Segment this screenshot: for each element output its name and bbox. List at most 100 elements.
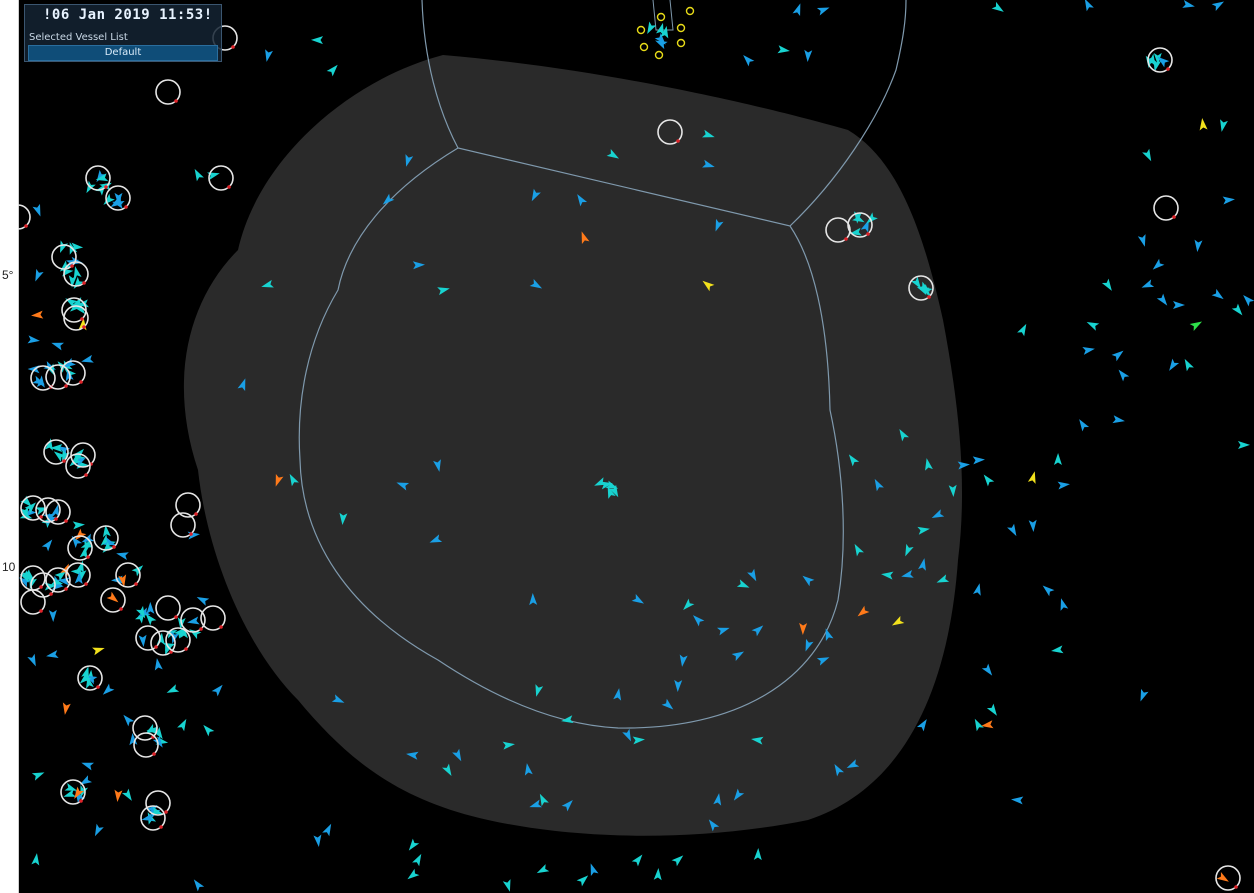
vessel-arrow-icon[interactable] (613, 687, 623, 701)
vessel-arrow-icon[interactable] (103, 537, 117, 549)
vessel-arrow-icon[interactable] (712, 218, 724, 233)
tracked-ring-icon[interactable] (67, 535, 93, 561)
tracked-ring-icon[interactable] (200, 605, 226, 631)
vessel-arrow-icon[interactable] (406, 838, 420, 853)
vessel-arrow-icon[interactable] (24, 499, 39, 514)
tracked-ring-icon[interactable] (847, 212, 873, 238)
vessel-arrow-icon[interactable] (100, 683, 115, 698)
vessel-arrow-icon[interactable] (622, 728, 634, 743)
vessel-arrow-icon[interactable] (115, 549, 129, 561)
vessel-arrow-icon[interactable] (536, 792, 549, 807)
vessel-arrow-icon[interactable] (1011, 795, 1024, 805)
vessel-arrow-icon[interactable] (263, 49, 273, 62)
vessel-arrow-icon[interactable] (62, 357, 76, 371)
vessel-arrow-icon[interactable] (1028, 519, 1038, 533)
vessel-arrow-icon[interactable] (211, 682, 226, 697)
tracked-ring-icon[interactable] (85, 165, 111, 191)
tracked-ring-icon[interactable] (100, 587, 126, 613)
vessel-arrow-icon[interactable] (437, 284, 451, 296)
vessel-arrow-icon[interactable] (529, 279, 544, 292)
vessel-arrow-icon[interactable] (1142, 148, 1155, 163)
vessel-arrow-icon[interactable] (58, 449, 71, 463)
vessel-arrow-icon[interactable] (173, 625, 188, 639)
vessel-arrow-icon[interactable] (195, 593, 210, 606)
vessel-arrow-icon[interactable] (528, 188, 541, 203)
vessel-arrow-icon[interactable] (186, 616, 200, 627)
vessel-arrow-icon[interactable] (653, 37, 668, 50)
vessel-arrow-icon[interactable] (1007, 523, 1020, 538)
vessel-arrow-icon[interactable] (896, 427, 910, 442)
vessel-arrow-icon[interactable] (27, 335, 41, 344)
vessel-arrow-icon[interactable] (991, 1, 1006, 15)
vessel-arrow-icon[interactable] (702, 159, 716, 171)
vessel-arrow-icon[interactable] (395, 479, 410, 491)
vessel-arrow-icon[interactable] (1082, 345, 1095, 355)
vessel-arrow-icon[interactable] (1216, 871, 1231, 885)
vessel-arrow-icon[interactable] (177, 717, 190, 732)
vessel-arrow-icon[interactable] (1231, 303, 1246, 318)
vessel-arrow-icon[interactable] (72, 520, 86, 530)
tracked-ring-icon[interactable] (657, 119, 683, 145)
tracked-ring-icon[interactable] (70, 442, 96, 468)
vessel-arrow-icon[interactable] (871, 477, 884, 492)
vessel-arrow-icon[interactable] (402, 154, 414, 168)
vessel-arrow-icon[interactable] (405, 868, 420, 883)
vessel-arrow-icon[interactable] (83, 180, 96, 195)
tracked-ring-icon[interactable] (133, 732, 159, 758)
vessel-arrow-icon[interactable] (980, 720, 994, 730)
vessel-arrow-icon[interactable] (923, 457, 933, 471)
vessel-arrow-icon[interactable] (816, 654, 831, 666)
vessel-arrow-icon[interactable] (1051, 645, 1064, 655)
vessel-arrow-icon[interactable] (690, 612, 705, 627)
vessel-arrow-icon[interactable] (143, 611, 157, 626)
tracked-ring-icon[interactable] (165, 627, 191, 653)
vessel-arrow-icon[interactable] (32, 268, 44, 283)
vessel-arrow-icon[interactable] (51, 503, 62, 518)
tracked-ring-icon[interactable] (825, 217, 851, 243)
vessel-arrow-icon[interactable] (604, 485, 616, 499)
vessel-arrow-icon[interactable] (846, 452, 860, 467)
vessel-arrow-icon[interactable] (593, 477, 607, 489)
vessel-arrow-icon[interactable] (68, 534, 83, 548)
vessel-arrow-icon[interactable] (751, 622, 766, 637)
vessel-arrow-icon[interactable] (77, 672, 92, 687)
vessel-arrow-icon[interactable] (114, 192, 123, 205)
vessel-arrow-icon[interactable] (971, 717, 984, 732)
vessel-arrow-icon[interactable] (200, 722, 215, 737)
vessel-arrow-icon[interactable] (535, 864, 550, 877)
vessel-arrow-icon[interactable] (740, 52, 755, 67)
vessel-arrow-icon[interactable] (916, 717, 930, 732)
vessel-arrow-icon[interactable] (331, 694, 346, 706)
vessel-arrow-icon[interactable] (678, 654, 688, 668)
vessel-arrow-icon[interactable] (1218, 119, 1228, 132)
vessel-arrow-icon[interactable] (1150, 258, 1165, 273)
vessel-arrow-icon[interactable] (80, 354, 94, 366)
vessel-arrow-icon[interactable] (31, 310, 44, 320)
vessel-arrow-icon[interactable] (747, 568, 760, 583)
tracked-ring-icon[interactable] (908, 275, 934, 301)
vessel-arrow-icon[interactable] (902, 543, 914, 558)
tracked-ring-icon[interactable] (45, 364, 71, 390)
vessel-arrow-icon[interactable] (128, 733, 138, 746)
vessel-arrow-icon[interactable] (587, 862, 599, 877)
vessel-arrow-icon[interactable] (31, 769, 46, 781)
vessel-arrow-icon[interactable] (700, 278, 715, 292)
vessel-arrow-icon[interactable] (61, 702, 71, 715)
vessel-arrow-icon[interactable] (131, 562, 146, 577)
vessel-arrow-icon[interactable] (1155, 54, 1170, 68)
tracked-ring-icon[interactable] (115, 562, 141, 588)
vessel-arrow-icon[interactable] (64, 782, 79, 795)
vessel-arrow-icon[interactable] (71, 265, 82, 279)
vessel-arrow-icon[interactable] (51, 448, 66, 462)
vessel-arrow-icon[interactable] (74, 302, 88, 316)
vessel-arrow-icon[interactable] (660, 25, 670, 39)
vessel-arrow-icon[interactable] (72, 528, 87, 543)
vessel-arrow-icon[interactable] (153, 657, 163, 671)
vessel-arrow-icon[interactable] (1140, 279, 1155, 291)
vessel-arrow-icon[interactable] (1076, 417, 1090, 432)
vessel-arrow-icon[interactable] (1182, 0, 1195, 10)
vessel-arrow-icon[interactable] (1211, 0, 1226, 11)
vessel-arrow-icon[interactable] (804, 49, 813, 62)
vessel-arrow-icon[interactable] (50, 443, 63, 452)
tracked-ring-icon[interactable] (18, 204, 31, 230)
